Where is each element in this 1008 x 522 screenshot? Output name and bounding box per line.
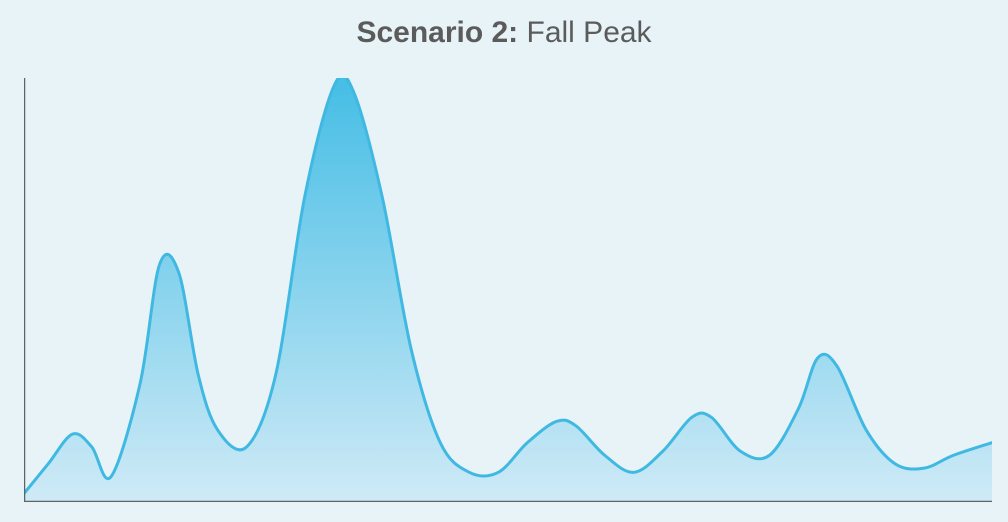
chart-area <box>24 78 992 502</box>
chart-title-light: Fall Peak <box>518 16 651 49</box>
chart-title: Scenario 2: Fall Peak <box>0 16 1008 50</box>
area-chart-svg <box>24 78 992 502</box>
chart-title-bold: Scenario 2: <box>356 16 518 49</box>
area-fill <box>24 78 992 502</box>
page: Scenario 2: Fall Peak <box>0 0 1008 522</box>
